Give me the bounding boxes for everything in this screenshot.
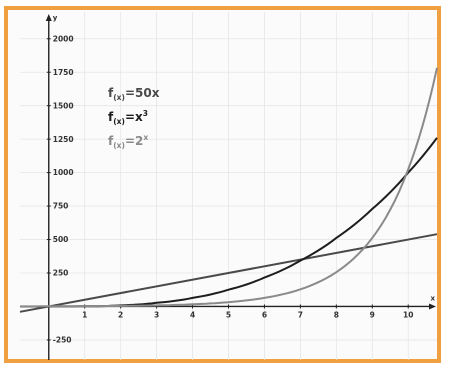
x-tick-label: 5 bbox=[226, 310, 231, 319]
x-tick-label: 3 bbox=[154, 310, 159, 319]
x-tick-label: 1 bbox=[82, 310, 87, 319]
legend-entry-3: f(x)=2x bbox=[108, 133, 148, 150]
grid bbox=[20, 12, 437, 360]
x-tick-label: 2 bbox=[118, 310, 123, 319]
legend: f(x)=50x f(x)=x3 f(x)=2x bbox=[108, 86, 160, 150]
y-tick-label: 250 bbox=[53, 269, 69, 278]
y-tick-label: 500 bbox=[53, 235, 69, 244]
legend-entry-1: f(x)=50x bbox=[108, 86, 160, 102]
x-tick-label: 6 bbox=[262, 310, 267, 319]
x-tick-label: 9 bbox=[370, 310, 375, 319]
ticks: 1 2 3 4 5 6 7 8 9 10 -250 250 500 750 1000 1250 1500 1750… bbox=[46, 34, 413, 345]
y-tick-label: 1750 bbox=[53, 68, 74, 77]
y-tick-label: 1000 bbox=[53, 168, 74, 177]
series-line-1 bbox=[19, 233, 438, 313]
y-tick-label: -250 bbox=[53, 336, 72, 345]
x-axis-arrow bbox=[429, 303, 436, 310]
series-line-3 bbox=[20, 67, 438, 308]
y-tick-label: 1500 bbox=[53, 101, 74, 110]
x-axis-label: x bbox=[430, 294, 435, 302]
legend-entry-2: f(x)=x3 bbox=[108, 109, 148, 126]
x-tick-label: 10 bbox=[403, 310, 413, 319]
curves bbox=[19, 67, 438, 313]
y-tick-label: 2000 bbox=[53, 34, 74, 43]
x-tick-label: 4 bbox=[190, 310, 195, 319]
y-tick-label: 1250 bbox=[53, 135, 74, 144]
y-tick-label: 750 bbox=[53, 202, 69, 211]
x-tick-label: 8 bbox=[334, 310, 339, 319]
y-axis-label: y bbox=[53, 14, 58, 22]
x-tick-label: 7 bbox=[298, 310, 303, 319]
y-axis-arrow bbox=[45, 14, 52, 21]
